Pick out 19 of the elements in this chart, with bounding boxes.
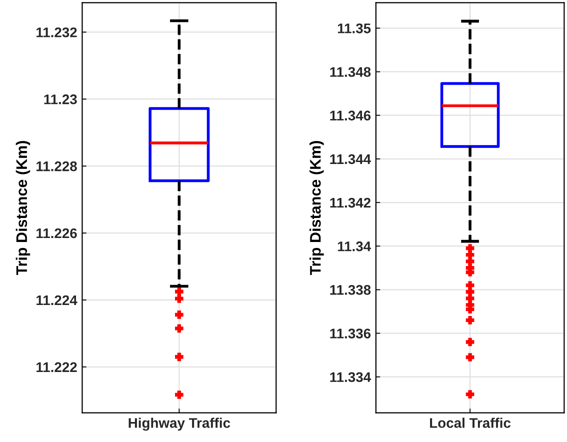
y-tick-label: 11.338 [330,285,371,295]
y-axis-title: Trip Distance (Km) [310,141,324,276]
y-tick-label: 11.228 [36,161,77,172]
y-tick-label: 11.344 [330,154,371,164]
y-tick-label: 11.334 [330,372,371,382]
y-tick-label: 11.35 [338,23,371,34]
x-tick-label: Highway Traffic [128,418,230,431]
y-tick-label: 11.224 [36,295,78,306]
y-tick-label: 11.348 [330,67,371,77]
y-tick-label: 11.222 [36,362,77,372]
y-tick-label: 11.342 [330,198,371,208]
x-tick-label: Local Traffic [430,418,511,428]
y-tick-label: 11.232 [36,27,77,38]
y-tick-label: 11.336 [330,328,371,338]
y-axis-title: Trip Distance (Km) [16,141,30,276]
y-tick-label: 11.23 [44,94,77,104]
y-tick-label: 11.346 [330,110,371,121]
y-tick-label: 11.226 [36,228,77,238]
y-tick-label: 11.34 [338,241,371,252]
